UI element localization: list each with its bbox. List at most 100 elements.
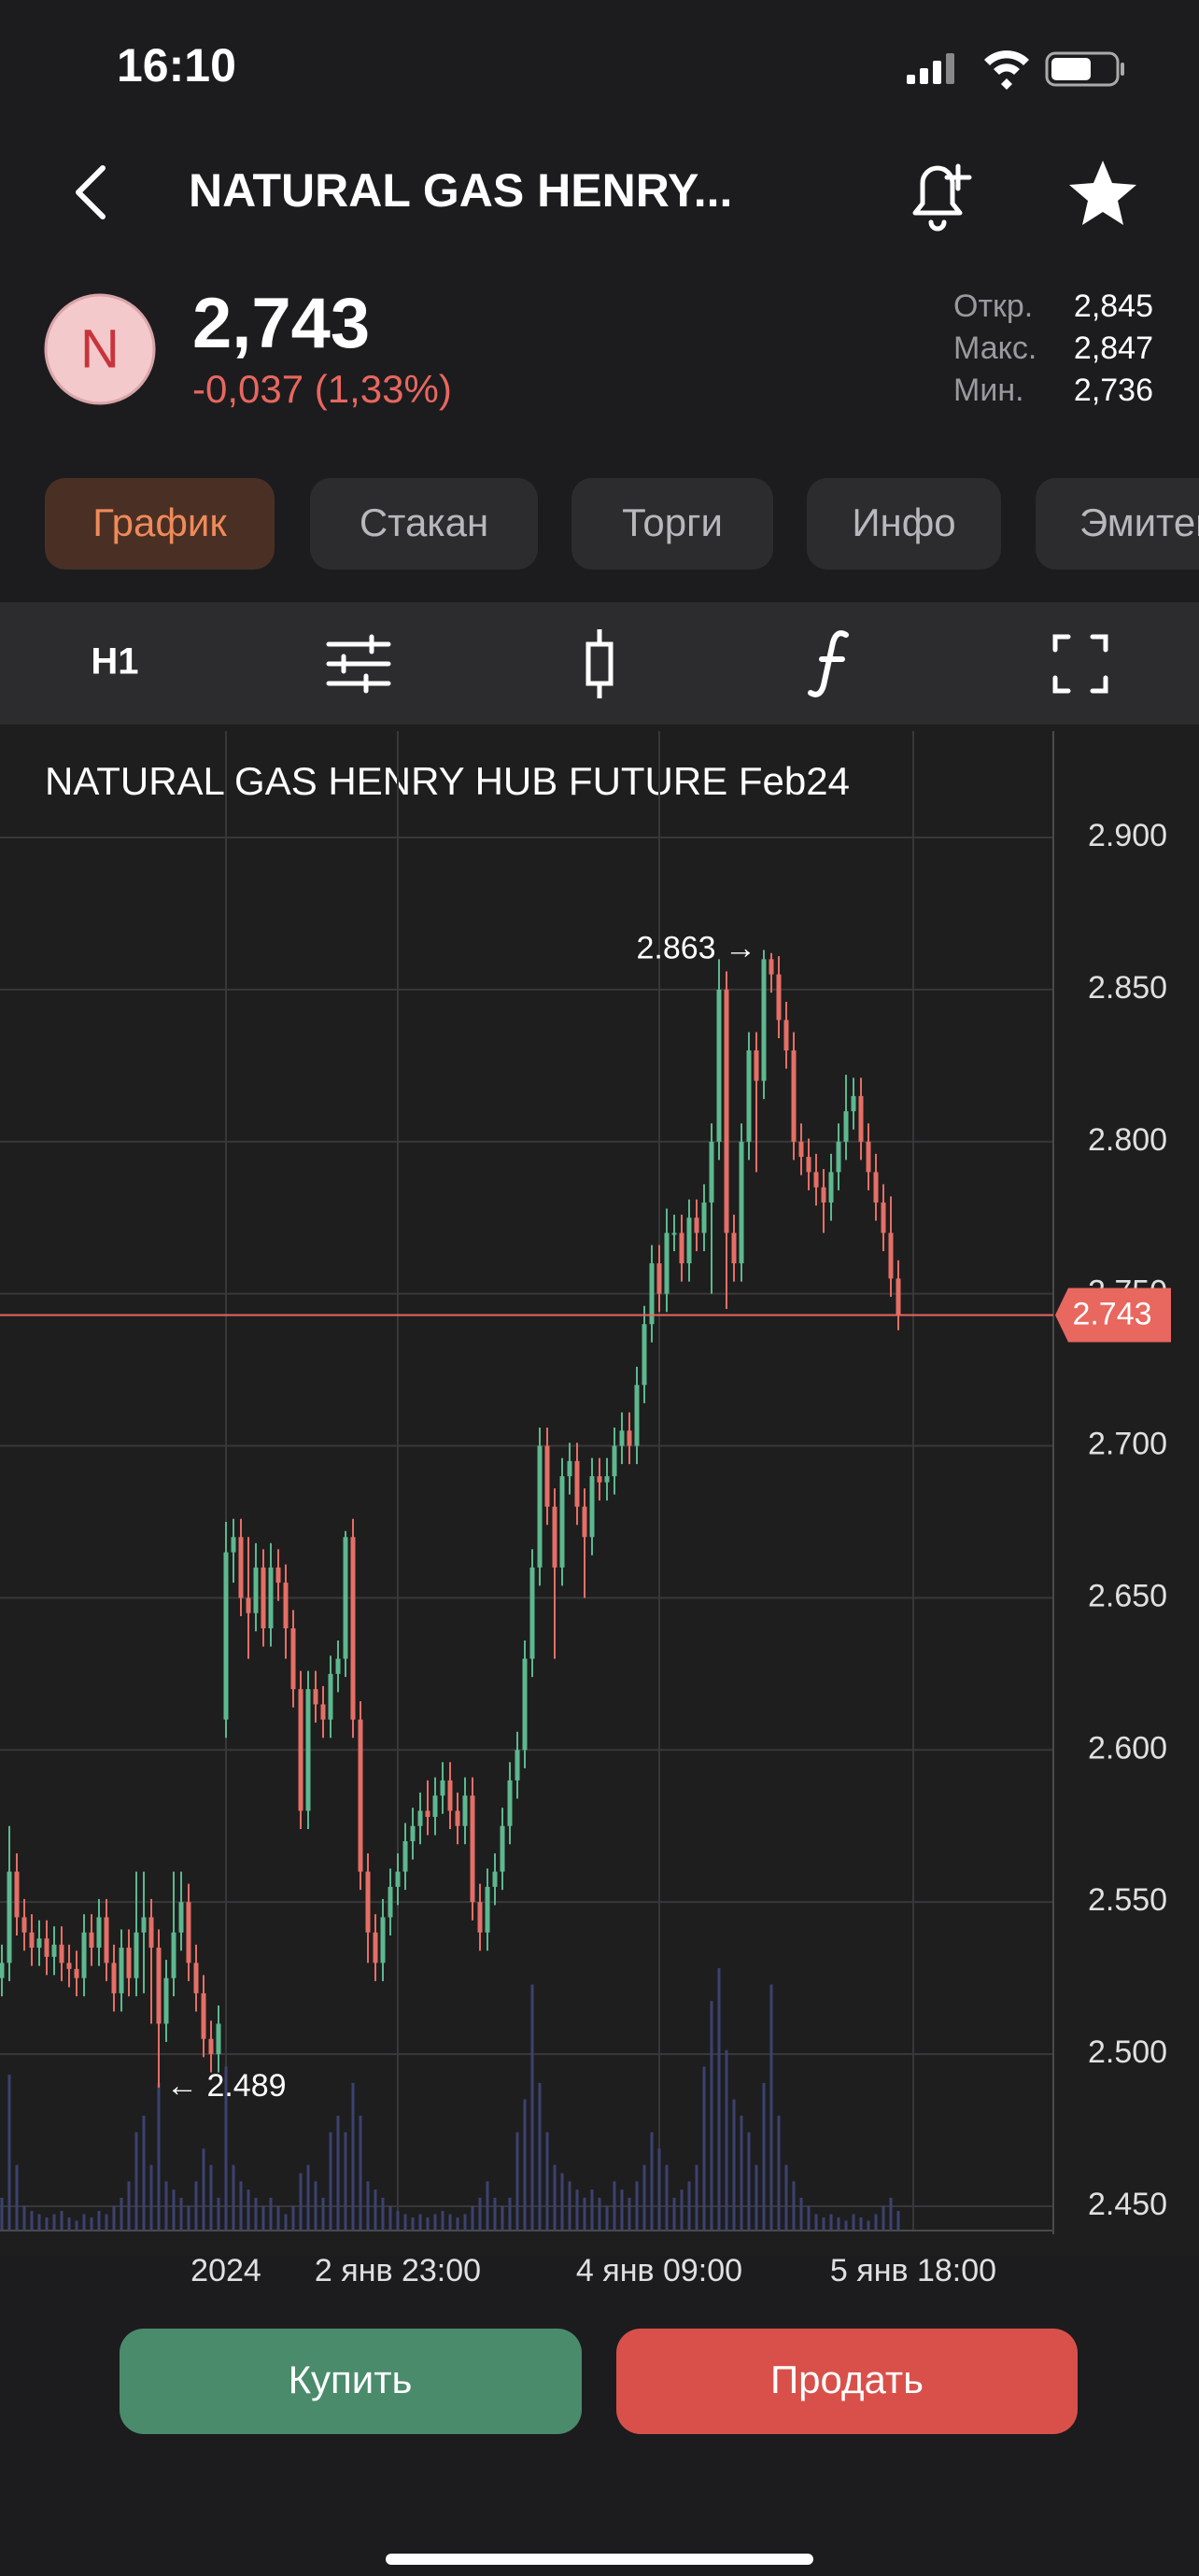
functions-button[interactable] bbox=[808, 630, 849, 697]
volume-bar bbox=[142, 2116, 146, 2231]
candle-body bbox=[29, 1932, 35, 1949]
volume-bar bbox=[45, 2217, 49, 2231]
volume-bar bbox=[874, 2214, 878, 2231]
volume-bar bbox=[590, 2189, 594, 2231]
candle-body bbox=[141, 1917, 147, 1933]
candle-body bbox=[432, 1795, 438, 1817]
candle-body bbox=[574, 1460, 580, 1507]
interval-button[interactable]: H1 bbox=[91, 641, 138, 683]
volume-bar bbox=[471, 2205, 474, 2231]
buy-button[interactable] bbox=[120, 2329, 582, 2434]
candle-body bbox=[21, 1917, 27, 1933]
candle-body bbox=[492, 1871, 498, 1887]
candle-body bbox=[612, 1445, 617, 1477]
instrument-icon bbox=[44, 293, 156, 405]
candle-body bbox=[186, 1902, 191, 1964]
home-indicator bbox=[386, 2554, 813, 2565]
indicators-button[interactable] bbox=[326, 634, 391, 694]
tab[interactable] bbox=[571, 478, 773, 570]
volume-bar bbox=[508, 2197, 512, 2231]
volume-bar bbox=[30, 2210, 34, 2231]
candle-body bbox=[507, 1780, 513, 1826]
volume-bar bbox=[822, 2217, 825, 2231]
volume-bar bbox=[725, 2049, 728, 2231]
volume-bar bbox=[403, 2214, 407, 2231]
volume-bar bbox=[710, 2001, 713, 2231]
volume-bar bbox=[732, 2099, 736, 2231]
volume-bar bbox=[523, 2099, 527, 2231]
candle-body bbox=[193, 1963, 199, 1993]
volume-bar bbox=[605, 2205, 609, 2231]
volume-bar bbox=[172, 2189, 176, 2231]
volume-bar bbox=[755, 2164, 758, 2231]
candle-body bbox=[81, 1932, 87, 1978]
volume-bar bbox=[247, 2189, 250, 2231]
volume-bar bbox=[299, 2173, 303, 2231]
tab[interactable] bbox=[1036, 478, 1199, 570]
tab-label[interactable]: График bbox=[92, 500, 227, 544]
tab[interactable] bbox=[807, 478, 1001, 570]
candle-body bbox=[305, 1689, 311, 1811]
volume-bar bbox=[568, 2181, 571, 2231]
volume-bar bbox=[553, 2164, 557, 2231]
sell-label[interactable]: Продать bbox=[770, 2358, 924, 2401]
volume-bar bbox=[896, 2210, 900, 2231]
candle-body bbox=[537, 1445, 543, 1568]
chart-type-button[interactable] bbox=[585, 629, 614, 698]
candle-body bbox=[66, 1963, 72, 1969]
candle-body bbox=[656, 1263, 662, 1294]
candle-body bbox=[417, 1810, 423, 1826]
candle-body bbox=[163, 1978, 169, 2024]
candle-body bbox=[686, 1218, 692, 1264]
candle-body bbox=[126, 1948, 132, 1978]
candle-body bbox=[709, 1141, 714, 1203]
status-icons bbox=[907, 50, 1124, 90]
buy-label[interactable]: Купить bbox=[289, 2358, 413, 2401]
tab-label[interactable]: Инфо bbox=[852, 500, 955, 544]
candle-body bbox=[806, 1157, 811, 1173]
volume-bar bbox=[127, 2181, 131, 2231]
tab-label[interactable]: Стакан bbox=[360, 500, 488, 544]
volume-bar bbox=[687, 2181, 691, 2231]
plot: 2.4502.5002.5502.6002.6502.7002.7502.800… bbox=[0, 731, 1171, 2288]
candle-body bbox=[470, 1795, 475, 1903]
volume-bar bbox=[792, 2181, 796, 2231]
candle-body bbox=[74, 1968, 79, 1978]
tab[interactable] bbox=[45, 478, 275, 570]
candle-body bbox=[627, 1430, 632, 1446]
volume-bar bbox=[650, 2132, 654, 2231]
instrument-letter: N bbox=[80, 318, 120, 379]
candle-body bbox=[649, 1263, 655, 1325]
tab-label[interactable]: Торги bbox=[622, 500, 723, 544]
volume-bar bbox=[60, 2210, 63, 2231]
alert-button[interactable] bbox=[912, 163, 972, 232]
volume-bar bbox=[164, 2181, 168, 2231]
candle-body bbox=[402, 1841, 408, 1872]
volume-bar bbox=[583, 2197, 586, 2231]
candle-body bbox=[582, 1506, 587, 1538]
volume-bar bbox=[538, 2082, 542, 2231]
tab[interactable] bbox=[310, 478, 538, 570]
volume-bar bbox=[187, 2205, 190, 2231]
candle-body bbox=[253, 1567, 259, 1613]
volume-bar bbox=[269, 2197, 273, 2231]
tab-label[interactable]: Эмитент bbox=[1079, 500, 1199, 544]
candle-body bbox=[335, 1658, 341, 1674]
volume-bar bbox=[82, 2214, 86, 2231]
volume-bar bbox=[157, 2082, 161, 2231]
volume-bar bbox=[657, 2148, 661, 2231]
candle-body bbox=[343, 1537, 348, 1659]
candle-body bbox=[275, 1567, 281, 1584]
fullscreen-button[interactable] bbox=[1052, 634, 1108, 694]
candle-body bbox=[208, 2038, 214, 2055]
back-button[interactable] bbox=[76, 165, 106, 219]
favorite-button[interactable] bbox=[1069, 161, 1136, 225]
candle-body bbox=[671, 1232, 677, 1235]
candle-body bbox=[544, 1445, 550, 1507]
volume-bar bbox=[105, 2214, 108, 2231]
volume-bar bbox=[22, 2205, 26, 2231]
sell-button[interactable] bbox=[616, 2329, 1078, 2434]
volume-bar bbox=[717, 1968, 721, 2231]
volume-bar bbox=[807, 2205, 811, 2231]
